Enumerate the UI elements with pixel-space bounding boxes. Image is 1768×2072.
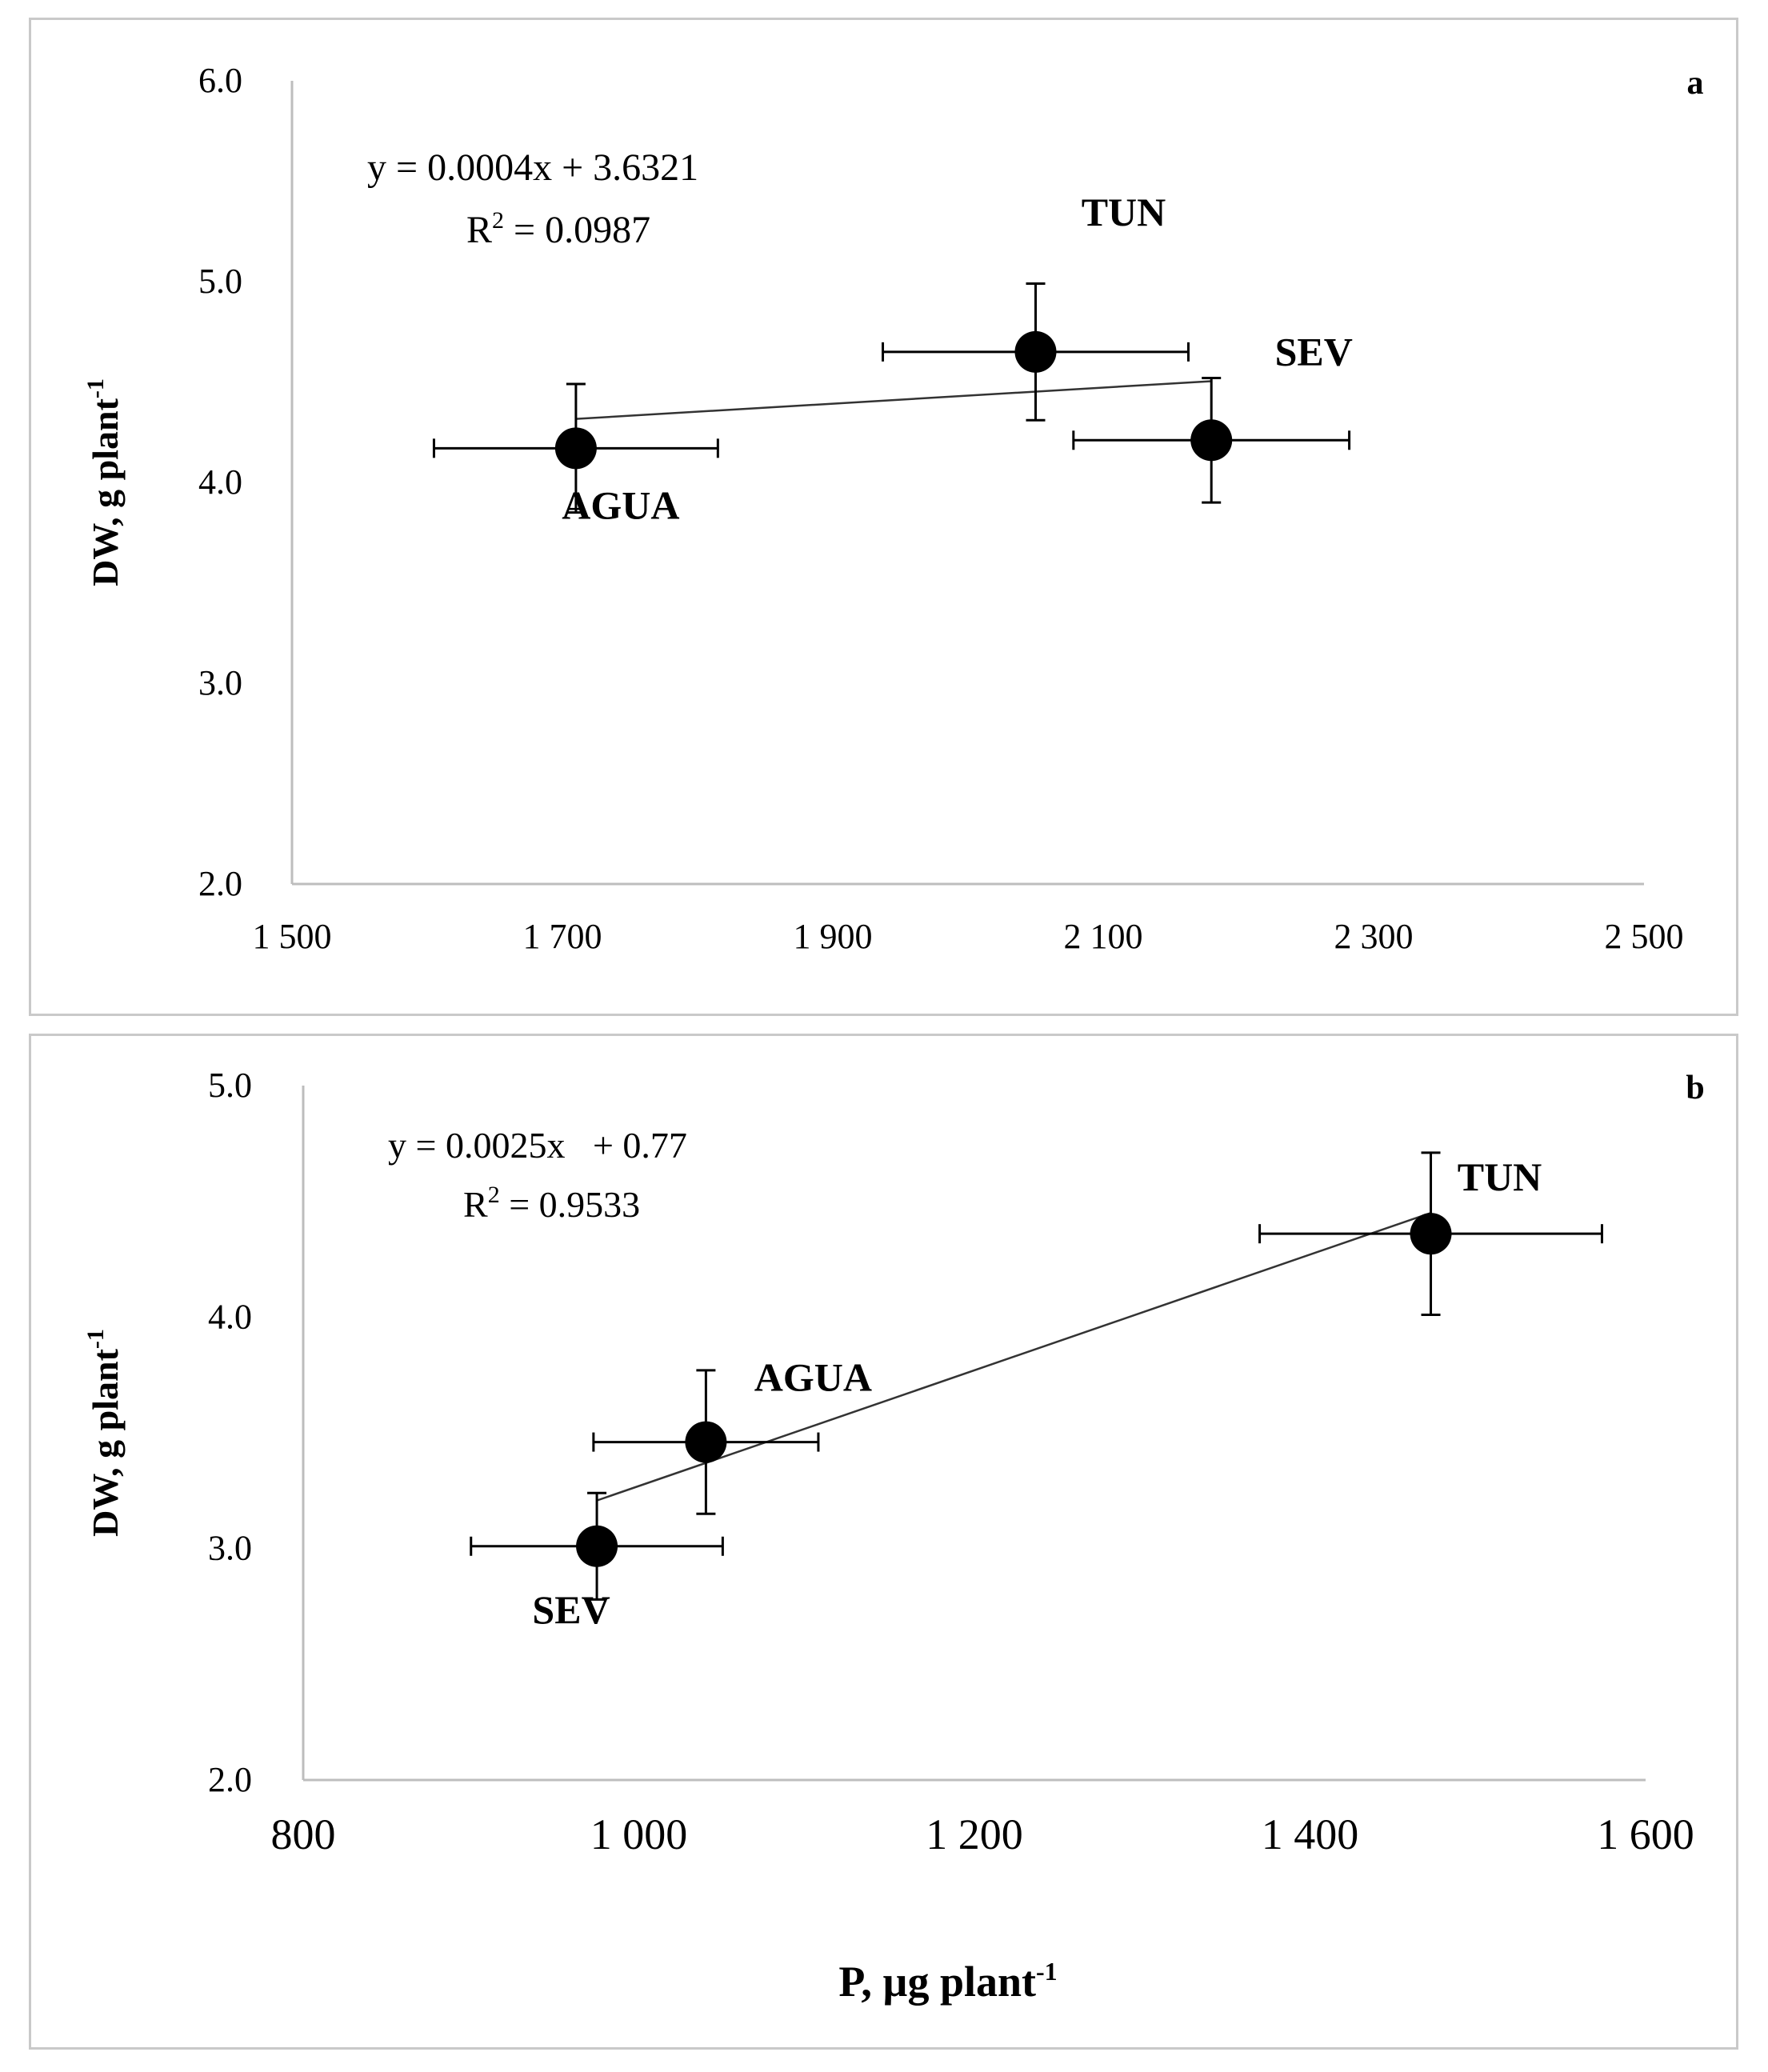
x-tick-label-a: 2 500 [1605, 917, 1684, 956]
point-label-sev-a: SEV [1275, 329, 1353, 374]
r-squared-b: R2 = 0.9533 [463, 1182, 640, 1225]
y-tick-label-b: 4.0 [208, 1297, 252, 1336]
chart-b-svg: 2.0 3.0 4.0 5.0 800 1 000 1 200 1 400 1 600 DW, g… [82, 1066, 1705, 2006]
point-label-tun-b: TUN [1458, 1154, 1542, 1199]
y-tick-label-a: 5.0 [198, 262, 242, 301]
data-point-agua-b [592, 1369, 820, 1515]
x-tick-label-b: 800 [271, 1810, 336, 1858]
data-marker [576, 1525, 618, 1567]
point-label-tun-a: TUN [1082, 190, 1166, 234]
x-tick-label-a: 2 100 [1064, 917, 1143, 956]
y-tick-label-a: 2.0 [198, 864, 242, 903]
panel-letter-b: b [1686, 1070, 1704, 1106]
trendline-equation-b: y = 0.0025x + 0.77 [388, 1125, 687, 1166]
data-marker [1410, 1213, 1452, 1255]
y-tick-label-b: 2.0 [208, 1760, 252, 1799]
x-tick-label-a: 1 500 [253, 917, 332, 956]
data-point-sev-b [470, 1491, 724, 1601]
chart-panel-a: 2.0 3.0 4.0 5.0 6.0 1 500 1 700 1 900 2 100 2 300… [29, 18, 1738, 1016]
x-tick-label-b: 1 600 [1597, 1810, 1694, 1858]
y-tick-label-b: 3.0 [208, 1529, 252, 1568]
point-label-agua-b: AGUA [754, 1355, 872, 1400]
x-tick-label-a: 1 700 [523, 917, 602, 956]
y-axis-label-b: DW, g plant-1 [82, 1329, 126, 1537]
data-point-agua-a [432, 382, 719, 514]
y-axis-label-a: DW, g plant-1 [82, 378, 126, 586]
point-label-sev-b: SEV [532, 1587, 610, 1632]
x-tick-label-b: 1 000 [590, 1810, 688, 1858]
data-marker [685, 1421, 727, 1463]
chart-a-svg: 2.0 3.0 4.0 5.0 6.0 1 500 1 700 1 900 2 100 2 300… [82, 61, 1704, 956]
y-tick-label-a: 6.0 [198, 61, 242, 100]
r-squared-a: R2 = 0.0987 [466, 207, 650, 251]
trendline-equation-a: y = 0.0004x + 3.6321 [367, 146, 698, 189]
data-point-sev-a [1072, 376, 1351, 504]
y-tick-label-a: 4.0 [198, 462, 242, 502]
data-point-tun-b [1258, 1151, 1603, 1316]
x-tick-label-b: 1 400 [1262, 1810, 1359, 1858]
data-point-tun-a [882, 282, 1190, 422]
data-marker [1014, 330, 1057, 373]
x-tick-label-a: 2 300 [1334, 917, 1414, 956]
data-marker [554, 427, 597, 470]
x-tick-label-b: 1 200 [926, 1810, 1023, 1858]
y-tick-label-a: 3.0 [198, 663, 242, 702]
chart-panel-b: 2.0 3.0 4.0 5.0 800 1 000 1 200 1 400 1 600 DW, g… [29, 1034, 1738, 2050]
data-marker [1190, 419, 1233, 462]
point-label-agua-a: AGUA [562, 482, 679, 527]
x-tick-label-a: 1 900 [794, 917, 873, 956]
y-tick-label-b: 5.0 [208, 1066, 252, 1105]
trendline-a [575, 380, 1212, 420]
x-axis-label-b: P, µg plant-1 [838, 1957, 1057, 2006]
trendline-b [596, 1211, 1431, 1502]
panel-letter-a: a [1687, 65, 1704, 102]
